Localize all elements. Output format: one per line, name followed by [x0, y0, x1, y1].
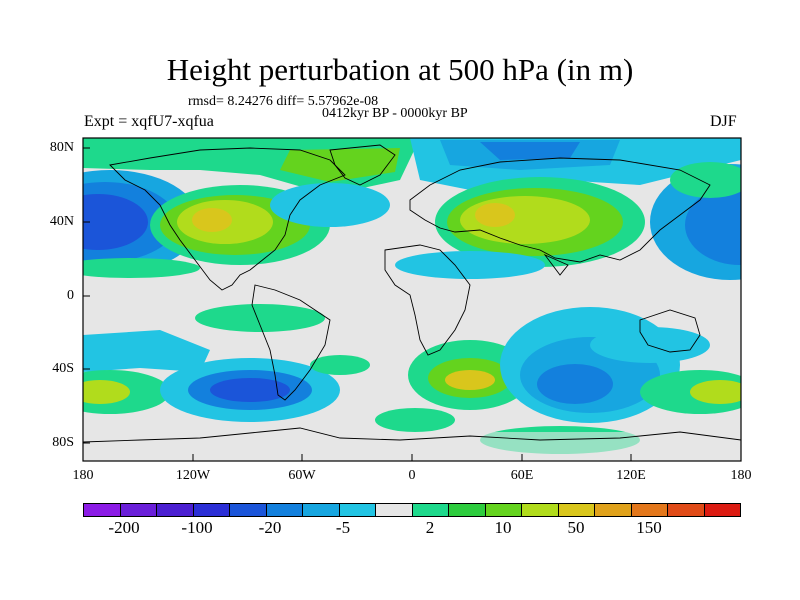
- colorbar-swatch: [193, 504, 230, 516]
- lat-tick-label: 40N: [49, 214, 74, 229]
- lon-tick-label: 120W: [175, 468, 211, 483]
- colorbar-label: 150: [636, 518, 662, 537]
- colorbar-swatch: [449, 504, 486, 516]
- colorbar-swatch: [631, 504, 668, 516]
- lon-tick-label: 0: [408, 468, 416, 483]
- colorbar-swatch: [376, 504, 413, 516]
- colorbar-swatch: [84, 504, 121, 516]
- colorbar-swatch: [522, 504, 559, 516]
- contour-field: [83, 138, 741, 461]
- colorbar: [83, 503, 741, 517]
- figure-title: Height perturbation at 500 hPa (in m): [166, 52, 634, 87]
- lat-tick-label: 40S: [52, 361, 74, 376]
- colorbar-swatch: [668, 504, 705, 516]
- coastlines: [83, 144, 741, 443]
- lon-tick-label: 180: [730, 468, 752, 483]
- colorbar-swatch: [230, 504, 267, 516]
- stats-line: rmsd= 8.24276 diff= 5.57962e-08: [188, 94, 379, 109]
- experiment-label: Expt = xqfU7-xqfua: [84, 113, 214, 130]
- lon-tick-label: 180: [72, 468, 94, 483]
- colorbar-label: 10: [494, 518, 512, 537]
- colorbar-label: -5: [335, 518, 351, 537]
- colorbar-swatch: [595, 504, 632, 516]
- colorbar-swatch: [339, 504, 376, 516]
- lat-tick-label: 80N: [49, 140, 74, 155]
- lat-tick-label: 0: [67, 288, 74, 303]
- season-label: DJF: [710, 113, 737, 130]
- colorbar-label: 2: [425, 518, 435, 537]
- lon-tick-label: 60E: [510, 468, 534, 483]
- lon-tick-label: 60W: [288, 468, 316, 483]
- colorbar-swatch: [412, 504, 449, 516]
- colorbar-label: -200: [108, 518, 140, 537]
- colorbar-swatch: [266, 504, 303, 516]
- lat-tick-label: 80S: [52, 435, 74, 450]
- colorbar-label: 50: [567, 518, 585, 537]
- colorbar-swatch: [157, 504, 194, 516]
- colorbar-label: -20: [258, 518, 282, 537]
- axis-ticks: [82, 147, 742, 461]
- colorbar-swatch: [303, 504, 340, 516]
- colorbar-swatch: [704, 504, 740, 516]
- colorbar-swatch: [120, 504, 157, 516]
- lon-tick-label: 120E: [616, 468, 646, 483]
- period-label: 0412kyr BP - 0000kyr BP: [322, 106, 468, 121]
- colorbar-swatch: [485, 504, 522, 516]
- colorbar-label: -100: [181, 518, 213, 537]
- colorbar-swatch: [558, 504, 595, 516]
